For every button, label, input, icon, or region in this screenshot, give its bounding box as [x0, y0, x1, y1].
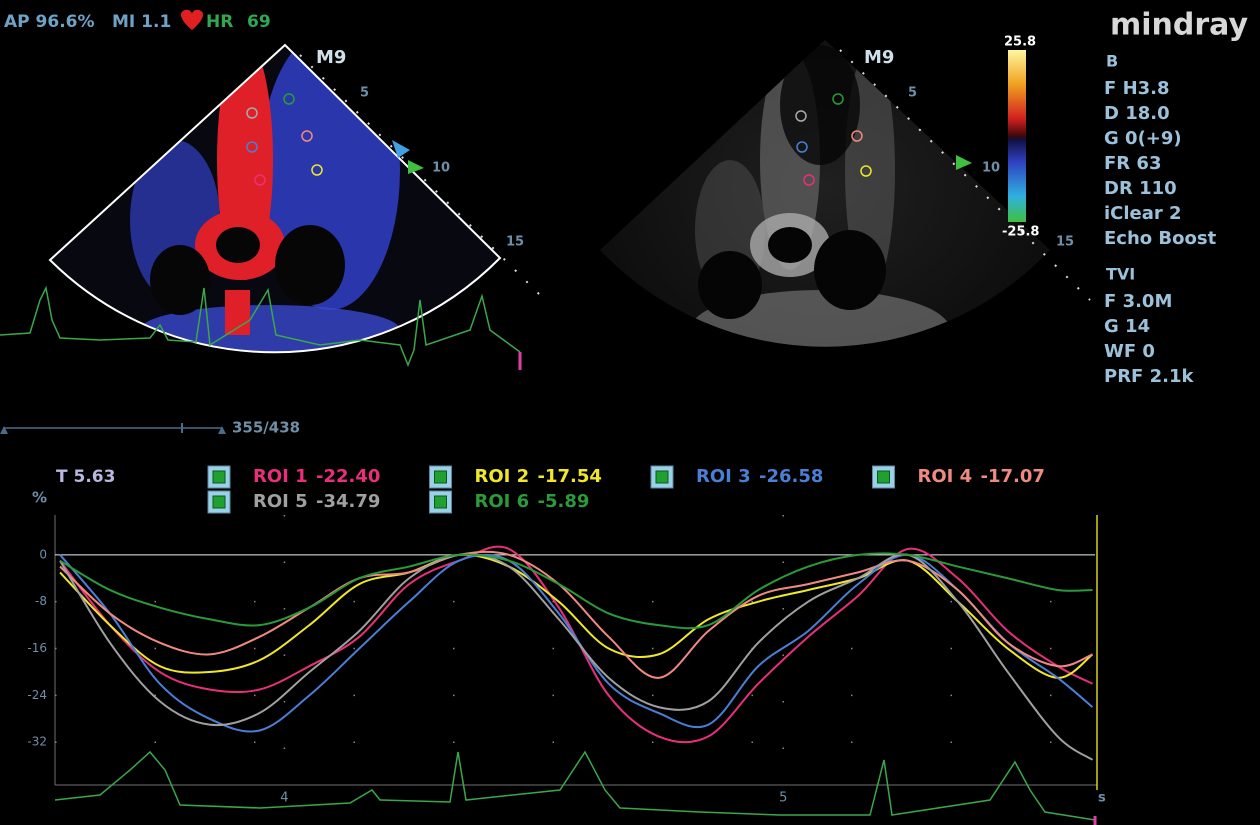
- y-tick-label: -16: [27, 641, 47, 655]
- x-tick-label: 4: [280, 791, 288, 806]
- depth-scale: [299, 54, 546, 301]
- legend-check: [655, 470, 669, 484]
- color-image: [50, 45, 500, 353]
- param: D 18.0: [1104, 103, 1170, 124]
- legend-name: ROI 6: [475, 491, 530, 512]
- legend-reading: -22.40: [316, 466, 380, 487]
- legend-item: ROI 1 -22.40: [207, 465, 380, 489]
- y-tick-label: -24: [27, 688, 47, 702]
- param: F 3.0M: [1104, 291, 1172, 312]
- y-tick-label: 0: [39, 547, 47, 561]
- y-tick-label: -32: [27, 735, 47, 749]
- color-scale: [1008, 50, 1026, 222]
- legend-item: ROI 2 -17.54: [429, 465, 602, 489]
- depth-label: 10: [432, 161, 450, 176]
- cine-handles: [0, 426, 226, 434]
- legend-check: [212, 495, 226, 509]
- legend-reading: -5.89: [538, 491, 590, 512]
- strain-curve: [59, 553, 1094, 679]
- param-title: B: [1106, 52, 1118, 71]
- roi-markers: [246, 93, 323, 186]
- depth-label: 15: [1056, 235, 1074, 250]
- legend-check: [212, 470, 226, 484]
- param: G 0(+9): [1104, 128, 1182, 149]
- hr-value: 69: [247, 12, 271, 32]
- focus-marker: [392, 140, 410, 158]
- param: G 14: [1104, 316, 1150, 337]
- legend-item: ROI 6 -5.89: [429, 490, 590, 514]
- legend-item: ROI 3 -26.58: [650, 465, 823, 489]
- param: PRF 2.1k: [1104, 366, 1195, 387]
- frame-counter: 355/438: [232, 419, 300, 437]
- param: F H3.8: [1104, 78, 1170, 99]
- scale-max: 25.8: [1004, 35, 1036, 50]
- legend-name: ROI 3: [696, 466, 751, 487]
- brand: mindray: [1110, 8, 1248, 43]
- legend-reading: -26.58: [759, 466, 823, 487]
- ecg-trace: [0, 285, 521, 368]
- strain-curve: [59, 550, 1093, 679]
- param: WF 0: [1104, 341, 1155, 362]
- legend-reading: -34.79: [316, 491, 380, 512]
- depth-label: 5: [908, 86, 917, 101]
- cursor-time: T 5.63: [56, 467, 115, 487]
- legend-check: [434, 470, 447, 484]
- strain-curve: [59, 552, 1093, 630]
- legend-reading: -17.07: [981, 466, 1045, 487]
- legend-reading: -17.54: [538, 466, 602, 487]
- probe: M9: [316, 47, 346, 68]
- y-tick-label: -8: [35, 594, 47, 608]
- strain-curve: [59, 553, 1094, 761]
- param: iClear 2: [1104, 203, 1182, 224]
- legend-name: ROI 2: [475, 466, 530, 487]
- ap: AP 96.6%: [4, 12, 95, 32]
- heart-icon: [180, 9, 204, 30]
- scale-min: -25.8: [1002, 225, 1039, 240]
- b-image: [600, 40, 1050, 347]
- depth-label: 10: [982, 161, 1000, 176]
- legend-item: ROI 4 -17.07: [872, 465, 1045, 489]
- param: FR 63: [1104, 153, 1161, 174]
- sector-outline: [48, 43, 502, 354]
- depth-label: 15: [506, 235, 524, 250]
- legend-name: ROI 4: [918, 466, 973, 487]
- strain-curve: [59, 545, 1093, 744]
- focus-marker: [408, 160, 424, 174]
- depth-scale: [839, 49, 1091, 301]
- x-axis-label: s: [1098, 791, 1106, 806]
- legend-name: ROI 5: [253, 491, 308, 512]
- param-title: TVI: [1106, 265, 1135, 284]
- probe: M9: [864, 47, 894, 68]
- ecg-trace: [54, 750, 1096, 821]
- legend-name: ROI 1: [253, 466, 308, 487]
- x-tick-label: 5: [779, 791, 787, 806]
- strain-curve: [59, 553, 1094, 733]
- roi-markers: [795, 93, 872, 186]
- param: DR 110: [1104, 178, 1177, 199]
- legend-check: [434, 495, 447, 509]
- mi: MI 1.1: [112, 12, 171, 32]
- depth-label: 5: [360, 86, 369, 101]
- hr-label: HR: [206, 12, 233, 32]
- legend-item: ROI 5 -34.79: [207, 490, 380, 514]
- y-axis-label: %: [32, 489, 47, 507]
- plot: 0 -8 -16 -24 -32 4 5: [27, 515, 1095, 806]
- param: Echo Boost: [1104, 228, 1217, 249]
- focus-marker: [956, 155, 972, 170]
- legend-check: [877, 470, 890, 484]
